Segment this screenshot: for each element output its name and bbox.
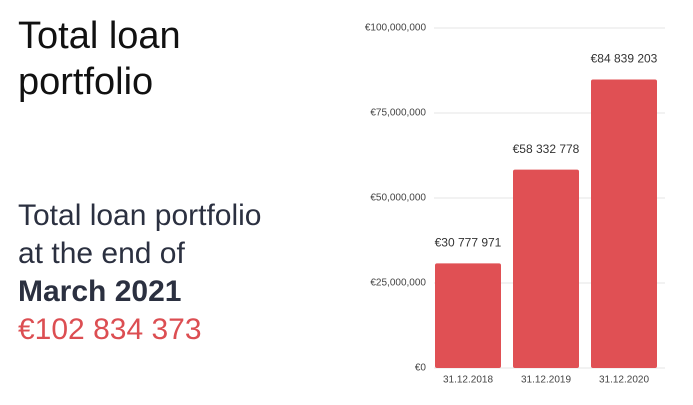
bar (513, 169, 579, 368)
x-tick-label: 31.12.2018 (443, 375, 493, 386)
heading-line: portfolio (18, 61, 153, 103)
value-label: €30 777 971 (435, 236, 502, 250)
y-tick-label: €25,000,000 (370, 278, 426, 289)
summary-line: at the end of (18, 237, 185, 270)
y-tick-label: €50,000,000 (370, 193, 426, 204)
value-label: €58 332 778 (513, 142, 580, 156)
y-tick-label: €0 (415, 363, 427, 374)
bar (591, 79, 657, 369)
bar (435, 263, 501, 368)
y-tick-label: €100,000,000 (365, 23, 427, 34)
value-label: €84 839 203 (591, 52, 658, 66)
summary-period: March 2021 (18, 275, 181, 308)
x-tick-label: 31.12.2020 (599, 375, 649, 386)
y-tick-label: €75,000,000 (370, 108, 426, 119)
heading-line: Total loan (18, 15, 181, 57)
x-tick-label: 31.12.2019 (521, 375, 571, 386)
summary-amount: €102 834 373 (18, 313, 202, 346)
summary-line: Total loan portfolio (18, 199, 262, 232)
